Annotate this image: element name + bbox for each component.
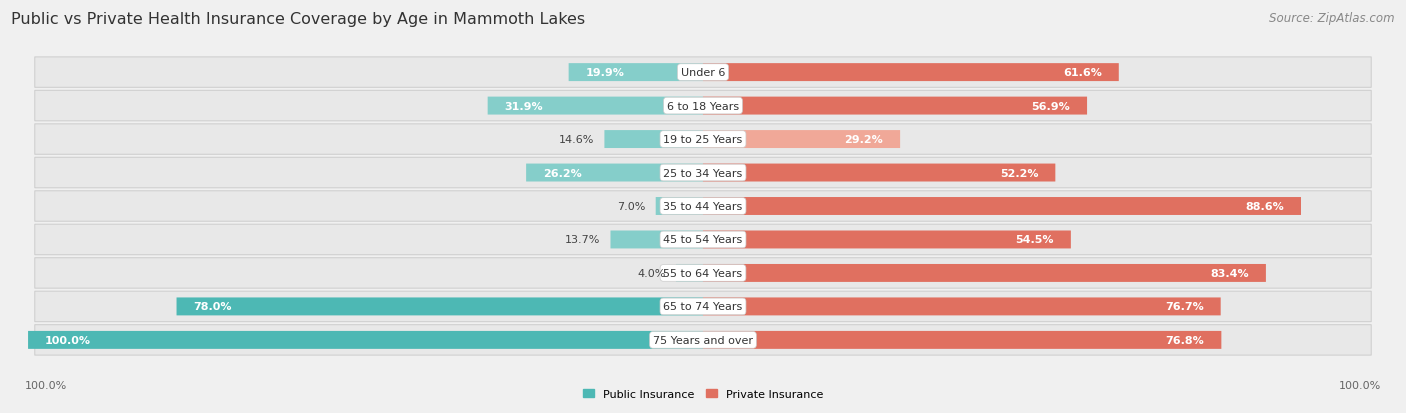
FancyBboxPatch shape [703,97,1087,115]
Text: 6 to 18 Years: 6 to 18 Years [666,101,740,112]
Text: 52.2%: 52.2% [1000,168,1039,178]
Text: 100.0%: 100.0% [1339,380,1381,390]
FancyBboxPatch shape [35,91,1371,121]
FancyBboxPatch shape [35,258,1371,288]
Text: 13.7%: 13.7% [565,235,600,245]
Text: 19 to 25 Years: 19 to 25 Years [664,135,742,145]
FancyBboxPatch shape [568,64,703,82]
Text: 100.0%: 100.0% [25,380,67,390]
FancyBboxPatch shape [703,164,1056,182]
FancyBboxPatch shape [703,298,1220,316]
FancyBboxPatch shape [703,231,1071,249]
FancyBboxPatch shape [35,191,1371,222]
FancyBboxPatch shape [703,131,900,149]
FancyBboxPatch shape [610,231,703,249]
Text: 83.4%: 83.4% [1211,268,1249,278]
Text: Source: ZipAtlas.com: Source: ZipAtlas.com [1270,12,1395,25]
Text: 54.5%: 54.5% [1015,235,1054,245]
Text: 14.6%: 14.6% [560,135,595,145]
Text: 26.2%: 26.2% [543,168,582,178]
FancyBboxPatch shape [35,292,1371,322]
Text: 45 to 54 Years: 45 to 54 Years [664,235,742,245]
Text: 19.9%: 19.9% [585,68,624,78]
FancyBboxPatch shape [655,197,703,216]
FancyBboxPatch shape [676,264,703,282]
FancyBboxPatch shape [703,264,1265,282]
FancyBboxPatch shape [703,64,1119,82]
Text: 56.9%: 56.9% [1032,101,1070,112]
FancyBboxPatch shape [35,325,1371,355]
Legend: Public Insurance, Private Insurance: Public Insurance, Private Insurance [579,385,827,404]
Text: 7.0%: 7.0% [617,202,645,211]
Text: 88.6%: 88.6% [1246,202,1284,211]
Text: 55 to 64 Years: 55 to 64 Years [664,268,742,278]
FancyBboxPatch shape [28,331,703,349]
Text: 25 to 34 Years: 25 to 34 Years [664,168,742,178]
Text: 76.8%: 76.8% [1166,335,1205,345]
FancyBboxPatch shape [703,331,1222,349]
Text: 65 to 74 Years: 65 to 74 Years [664,301,742,312]
FancyBboxPatch shape [35,225,1371,255]
Text: 78.0%: 78.0% [194,301,232,312]
Text: Public vs Private Health Insurance Coverage by Age in Mammoth Lakes: Public vs Private Health Insurance Cover… [11,12,585,27]
Text: 100.0%: 100.0% [45,335,91,345]
FancyBboxPatch shape [35,125,1371,155]
FancyBboxPatch shape [526,164,703,182]
Text: Under 6: Under 6 [681,68,725,78]
FancyBboxPatch shape [703,197,1301,216]
FancyBboxPatch shape [35,158,1371,188]
FancyBboxPatch shape [605,131,703,149]
Text: 31.9%: 31.9% [505,101,543,112]
Text: 75 Years and over: 75 Years and over [652,335,754,345]
FancyBboxPatch shape [177,298,703,316]
Text: 76.7%: 76.7% [1166,301,1204,312]
Text: 35 to 44 Years: 35 to 44 Years [664,202,742,211]
FancyBboxPatch shape [35,58,1371,88]
Text: 61.6%: 61.6% [1063,68,1102,78]
Text: 29.2%: 29.2% [845,135,883,145]
Text: 4.0%: 4.0% [637,268,666,278]
FancyBboxPatch shape [488,97,703,115]
